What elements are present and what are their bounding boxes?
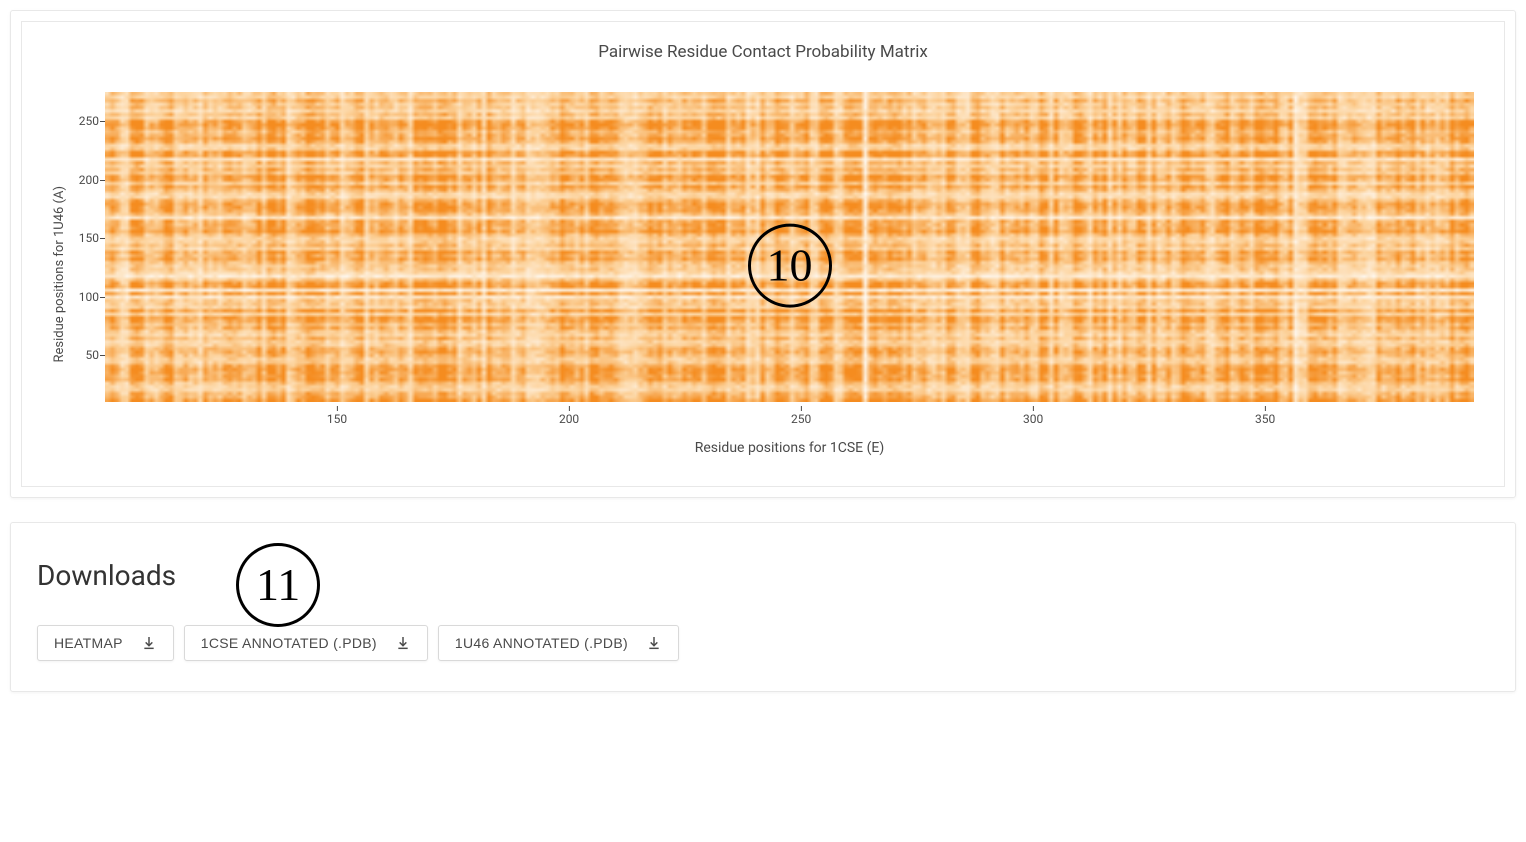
downloads-title: Downloads <box>37 559 176 592</box>
x-axis-ticks: 150 200 250 300 350 <box>105 406 1474 430</box>
chart-inner: Pairwise Residue Contact Probability Mat… <box>21 21 1505 487</box>
chart-panel: Pairwise Residue Contact Probability Mat… <box>10 10 1516 498</box>
y-axis-ticks: 250 200 150 100 50 <box>73 92 105 402</box>
download-button-label: 1U46 ANNOTATED (.PDB) <box>455 635 628 651</box>
download-button[interactable]: 1CSE ANNOTATED (.PDB) <box>184 625 428 661</box>
download-button[interactable]: HEATMAP <box>37 625 174 661</box>
chart-title: Pairwise Residue Contact Probability Mat… <box>52 42 1474 62</box>
x-tick: 350 <box>1255 412 1275 426</box>
y-tick: 150 <box>79 232 99 244</box>
y-tick: 250 <box>79 115 99 127</box>
heatmap-area: 10 150200250300350 Residue positions for… <box>105 92 1474 456</box>
x-axis-label: Residue positions for 1CSE (E) <box>105 440 1474 456</box>
y-tick: 100 <box>79 291 99 303</box>
annotation-label: 11 <box>256 562 300 608</box>
downloads-panel: Downloads 11 HEATMAP 1CSE ANNOTATED (.PDB… <box>10 522 1516 692</box>
y-axis-label: Residue positions for 1U46 (A) <box>52 186 67 363</box>
download-button-row: HEATMAP 1CSE ANNOTATED (.PDB) 1U46 ANNOTAT… <box>37 625 1489 661</box>
download-button-label: 1CSE ANNOTATED (.PDB) <box>201 635 377 651</box>
download-button-label: HEATMAP <box>54 635 123 651</box>
y-tick: 200 <box>79 174 99 186</box>
heatmap-canvas[interactable] <box>105 92 1474 402</box>
x-tick: 300 <box>1023 412 1043 426</box>
download-icon <box>395 635 411 651</box>
download-icon <box>646 635 662 651</box>
x-tick: 200 <box>559 412 579 426</box>
downloads-header: Downloads 11 <box>37 553 1489 597</box>
annotation-circle-11: 11 <box>236 543 320 627</box>
download-icon <box>141 635 157 651</box>
chart-body: Residue positions for 1U46 (A) 250200150… <box>52 92 1474 456</box>
y-tick: 50 <box>86 349 100 361</box>
x-tick: 150 <box>327 412 347 426</box>
x-tick: 250 <box>791 412 811 426</box>
download-button[interactable]: 1U46 ANNOTATED (.PDB) <box>438 625 679 661</box>
